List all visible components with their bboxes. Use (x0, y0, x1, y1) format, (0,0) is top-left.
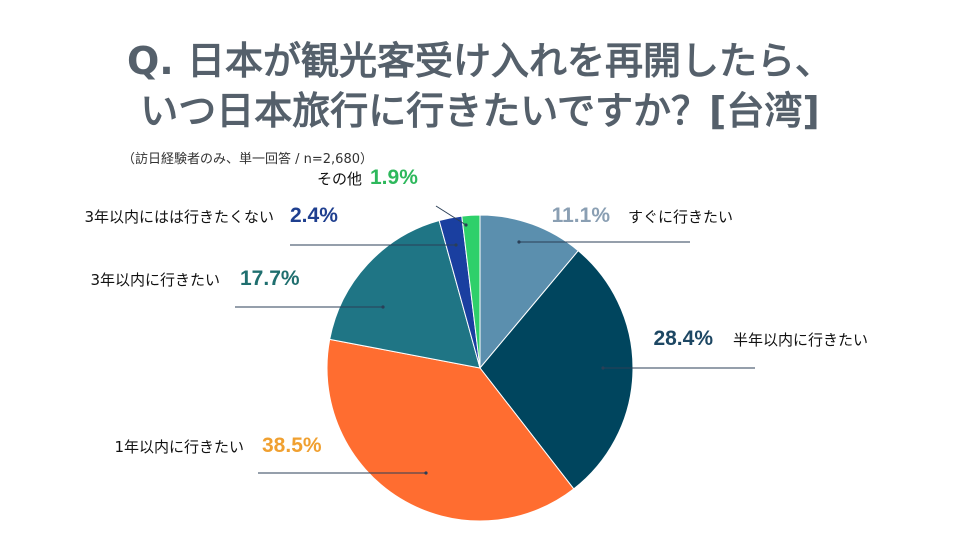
leader-dot-2 (424, 471, 428, 475)
slice-label-0: すぐに行きたい (628, 208, 733, 226)
slice-value-label-2: 38.5% (262, 434, 322, 457)
sample-note: （訪日経験者のみ、単一回答 / n=2,680） (122, 152, 373, 167)
slice-label-1: 半年以内に行きたい (733, 331, 868, 349)
chart-title-line-1: Q. 日本が観光客受け入れを再開したら、 (127, 39, 833, 83)
pie-slice-5 (461, 214, 481, 369)
pie-slice-2 (326, 338, 575, 522)
slice-value-label-0: 11.1% (552, 204, 611, 227)
pie-slices (326, 214, 634, 522)
leader-dot-0 (517, 240, 521, 244)
leader-dot-5 (464, 223, 468, 227)
slice-label-3: 3年以内に行きたい (90, 271, 220, 289)
pie-slice-0 (479, 214, 579, 370)
pie-slice-1 (479, 250, 634, 490)
leader-dot-4 (454, 243, 458, 247)
slice-value-label-3: 17.7% (240, 267, 300, 290)
slice-value-label-1: 28.4% (653, 327, 713, 350)
slice-label-2: 1年以内に行きたい (114, 438, 244, 456)
chart-title-line-2: いつ日本旅行に行きたいですか？[台湾] (140, 89, 820, 133)
pie-labels: すぐに行きたい 11.1% 半年以内に行きたい 28.4% 1年以内に行きたい 38.5%… (84, 166, 868, 475)
slice-label-5: その他 (317, 170, 362, 188)
leader-dot-3 (381, 305, 385, 309)
slice-label-4: 3年以内にはは行きたくない (84, 208, 274, 226)
leader-dot-1 (601, 366, 605, 370)
slice-value-label-5: 1.9% (370, 166, 418, 189)
leader-line-5 (435, 205, 467, 226)
pie-slice-3 (329, 219, 481, 369)
slice-value-label-4: 2.4% (290, 204, 338, 227)
